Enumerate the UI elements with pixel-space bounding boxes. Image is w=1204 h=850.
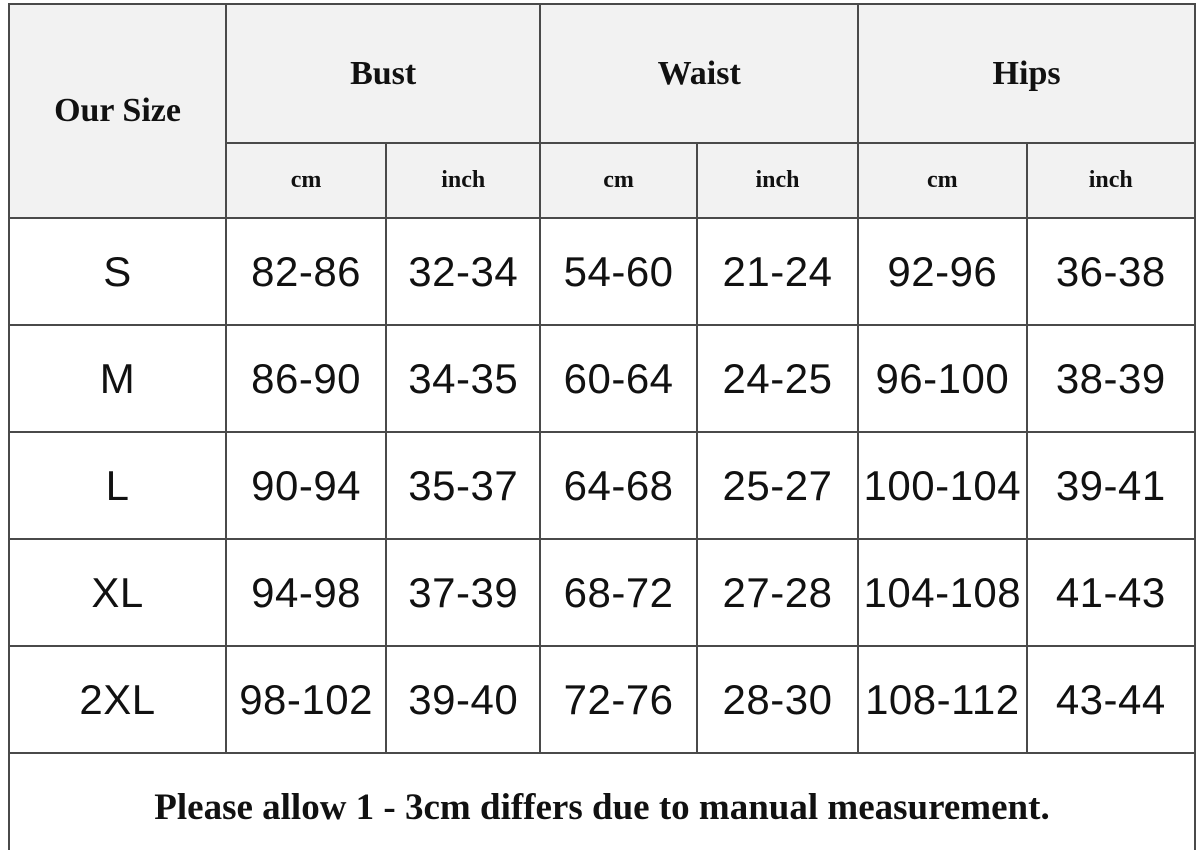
bust-inch-value: 34-35 (385, 324, 542, 433)
table-row: S 82-86 32-34 54-60 21-24 92-96 36-38 (7, 217, 1197, 326)
waist-cm-value: 54-60 (539, 217, 698, 326)
bust-cm-value: 94-98 (225, 538, 388, 647)
sub-header-waist-inch: inch (695, 142, 860, 219)
sub-header-hips-inch: inch (1025, 142, 1197, 219)
bust-cm-value: 90-94 (225, 431, 388, 540)
table-row: L 90-94 35-37 64-68 25-27 100-104 39-41 (7, 431, 1197, 540)
header-row-groups: Our Size Bust Waist Hips (7, 3, 1196, 219)
waist-inch-value: 21-24 (695, 217, 860, 326)
hips-inch-value: 43-44 (1025, 645, 1197, 754)
hips-inch-value: 41-43 (1025, 538, 1197, 647)
size-label: 2XL (7, 645, 228, 754)
sub-header-bust-cm: cm (225, 142, 388, 219)
bust-cm-value: 82-86 (225, 217, 388, 326)
bust-inch-value: 35-37 (385, 431, 542, 540)
waist-cm-value: 72-76 (539, 645, 698, 754)
footer-row: Please allow 1 - 3cm differs due to manu… (8, 752, 1196, 850)
hips-cm-value: 96-100 (857, 324, 1028, 433)
waist-inch-value: 28-30 (695, 645, 860, 754)
bust-inch-value: 32-34 (385, 217, 542, 326)
waist-inch-value: 25-27 (695, 431, 860, 540)
size-label: S (7, 217, 228, 326)
group-header-waist: Waist (539, 3, 860, 144)
size-label: XL (7, 538, 228, 647)
hips-inch-value: 39-41 (1025, 431, 1197, 540)
bust-cm-value: 86-90 (225, 324, 388, 433)
waist-inch-value: 27-28 (695, 538, 860, 647)
header-row-units: cm inch cm inch cm inch (9, 142, 1197, 219)
sub-header-waist-cm: cm (539, 142, 698, 219)
waist-cm-value: 64-68 (539, 431, 698, 540)
table-row: 2XL 98-102 39-40 72-76 28-30 108-112 43-… (7, 645, 1197, 754)
corner-header-our-size: Our Size (7, 3, 228, 219)
waist-inch-value: 24-25 (695, 324, 860, 433)
table-row: XL 94-98 37-39 68-72 27-28 104-108 41-43 (7, 538, 1197, 647)
sub-header-hips-cm: cm (857, 142, 1028, 219)
hips-inch-value: 36-38 (1025, 217, 1197, 326)
hips-cm-value: 92-96 (857, 217, 1028, 326)
size-label: L (7, 431, 228, 540)
bust-inch-value: 37-39 (385, 538, 542, 647)
hips-inch-value: 38-39 (1025, 324, 1197, 433)
waist-cm-value: 68-72 (539, 538, 698, 647)
sub-header-bust-inch: inch (385, 142, 542, 219)
hips-cm-value: 108-112 (857, 645, 1028, 754)
bust-inch-value: 39-40 (385, 645, 542, 754)
bust-cm-value: 98-102 (225, 645, 388, 754)
measurement-disclaimer: Please allow 1 - 3cm differs due to manu… (8, 752, 1196, 850)
group-header-hips: Hips (857, 3, 1196, 144)
hips-cm-value: 100-104 (857, 431, 1028, 540)
waist-cm-value: 60-64 (539, 324, 698, 433)
hips-cm-value: 104-108 (857, 538, 1028, 647)
size-label: M (7, 324, 228, 433)
size-chart-table: Our Size Bust Waist Hips cm inch cm inch… (7, 3, 1197, 850)
table-row: M 86-90 34-35 60-64 24-25 96-100 38-39 (7, 324, 1197, 433)
group-header-bust: Bust (225, 3, 542, 144)
